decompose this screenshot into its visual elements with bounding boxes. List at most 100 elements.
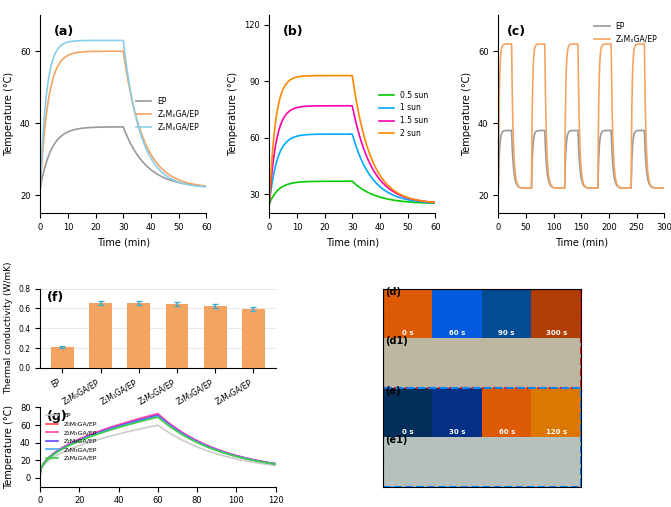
EP: [640, 127, 648, 133]
2 sun: [431, 199, 440, 205]
ZₓMₓGA/EP: [660, 185, 668, 191]
Z₄M₄GA/EP: [160, 419, 168, 425]
Z₀M₀GA/EP: [138, 416, 146, 422]
Z₂M₂GA/EP: [68, 441, 76, 447]
Z₄M₄GA/EP: [154, 414, 162, 420]
Z₃M₃GA/EP: [154, 413, 162, 419]
ZₓMₓGA/EP: [111, 38, 119, 44]
Bar: [531, 388, 581, 437]
Z₀M₀GA/EP: [76, 436, 84, 442]
2 sun: [295, 74, 303, 80]
Y-axis label: Temperature (°C): Temperature (°C): [462, 72, 472, 156]
ZₓMₓGA/EP: [565, 42, 573, 48]
Bar: [204, 306, 227, 368]
Z₁M₁GA/EP: [115, 421, 123, 427]
Z₃M₃GA/EP: [272, 461, 280, 467]
ZₓMₓGA/EP: [640, 41, 648, 47]
0.5 sun: [348, 178, 356, 184]
Text: 0 s: 0 s: [402, 429, 413, 434]
ZₓMₓGA/EP: [36, 185, 44, 191]
Text: (b): (b): [282, 25, 303, 38]
Z₁M₁GA/EP: [160, 416, 168, 422]
ZₓMₓGA/EP: [79, 49, 87, 55]
1.5 sun: [391, 189, 399, 195]
Bar: [531, 338, 581, 388]
EP: [513, 183, 521, 189]
Text: (f): (f): [48, 291, 64, 304]
EP: [36, 185, 44, 191]
1 sun: [308, 131, 316, 137]
Bar: [89, 304, 112, 368]
Z₃M₃GA/EP: [76, 437, 84, 443]
EP: [565, 128, 573, 134]
Bar: [127, 304, 150, 368]
1.5 sun: [364, 155, 372, 161]
EP: [66, 128, 74, 134]
1 sun: [340, 131, 348, 137]
Line: Z₄M₄GA/EP: Z₄M₄GA/EP: [40, 417, 276, 474]
ZₓMₓGA/EP: [119, 48, 127, 54]
ZₓMₓGA/EP: [495, 185, 503, 191]
Bar: [482, 388, 531, 437]
Z₄M₄GA/EP: [272, 461, 280, 467]
ZₓMₓGA/EP: [513, 181, 521, 187]
1 sun: [391, 193, 399, 199]
Text: (c): (c): [507, 25, 526, 38]
1.5 sun: [431, 199, 440, 205]
EP: [495, 185, 503, 191]
Bar: [531, 288, 581, 338]
Z₂M₂GA/EP: [160, 418, 168, 424]
Line: ZₓMₓGA/EP: ZₓMₓGA/EP: [40, 41, 206, 188]
EP: [660, 185, 668, 191]
Z₃M₃GA/EP: [160, 418, 168, 424]
Bar: [432, 437, 482, 487]
2 sun: [364, 144, 372, 151]
Z₀M₀GA/EP: [272, 461, 280, 467]
Line: 2 sun: 2 sun: [269, 76, 435, 204]
Text: (e1): (e1): [385, 435, 408, 445]
Text: (a): (a): [54, 25, 74, 38]
EP: [272, 462, 280, 468]
Z₂M₂GA/EP: [36, 470, 44, 477]
Line: Z₀M₀GA/EP: Z₀M₀GA/EP: [40, 415, 276, 474]
ZₓMₓGA/EP: [134, 121, 142, 127]
Legend: EP, ZₓMₓGA/EP: EP, ZₓMₓGA/EP: [591, 19, 660, 47]
EP: [36, 470, 44, 477]
Text: 60 s: 60 s: [499, 429, 515, 434]
ZₓMₓGA/EP: [111, 48, 119, 54]
Z₁M₁GA/EP: [272, 460, 280, 466]
X-axis label: Time (min): Time (min): [97, 238, 150, 247]
Line: 1.5 sun: 1.5 sun: [269, 106, 435, 204]
Z₁M₁GA/EP: [138, 415, 146, 421]
Text: (d1): (d1): [385, 336, 408, 346]
Text: 60 s: 60 s: [449, 330, 466, 336]
Text: 90 s: 90 s: [499, 330, 515, 336]
1 sun: [295, 133, 303, 139]
0.5 sun: [376, 194, 384, 200]
1.5 sun: [265, 201, 273, 207]
Text: (d): (d): [385, 286, 401, 297]
Bar: [432, 288, 482, 338]
Z₀M₀GA/EP: [115, 422, 123, 428]
ZₓMₓGA/EP: [79, 38, 87, 44]
EP: [165, 429, 173, 436]
X-axis label: Time (min): Time (min): [555, 238, 608, 247]
Y-axis label: Temperature (°C): Temperature (°C): [4, 405, 14, 489]
Text: 0 s: 0 s: [402, 330, 413, 336]
Z₄M₄GA/EP: [165, 423, 173, 429]
1.5 sun: [308, 103, 316, 109]
Z₀M₀GA/EP: [160, 417, 168, 423]
2 sun: [348, 73, 356, 79]
1.5 sun: [340, 103, 348, 109]
Text: (g): (g): [48, 410, 68, 423]
ZₓMₓGA/EP: [523, 185, 531, 191]
Line: EP: EP: [40, 127, 206, 188]
1.5 sun: [348, 103, 356, 109]
Z₃M₃GA/EP: [36, 470, 44, 477]
Z₁M₁GA/EP: [165, 420, 173, 426]
0.5 sun: [308, 178, 316, 185]
ZₓMₓGA/EP: [639, 41, 647, 47]
ZₓMₓGA/EP: [119, 38, 127, 44]
Text: 120 s: 120 s: [546, 429, 567, 434]
1 sun: [431, 200, 440, 206]
